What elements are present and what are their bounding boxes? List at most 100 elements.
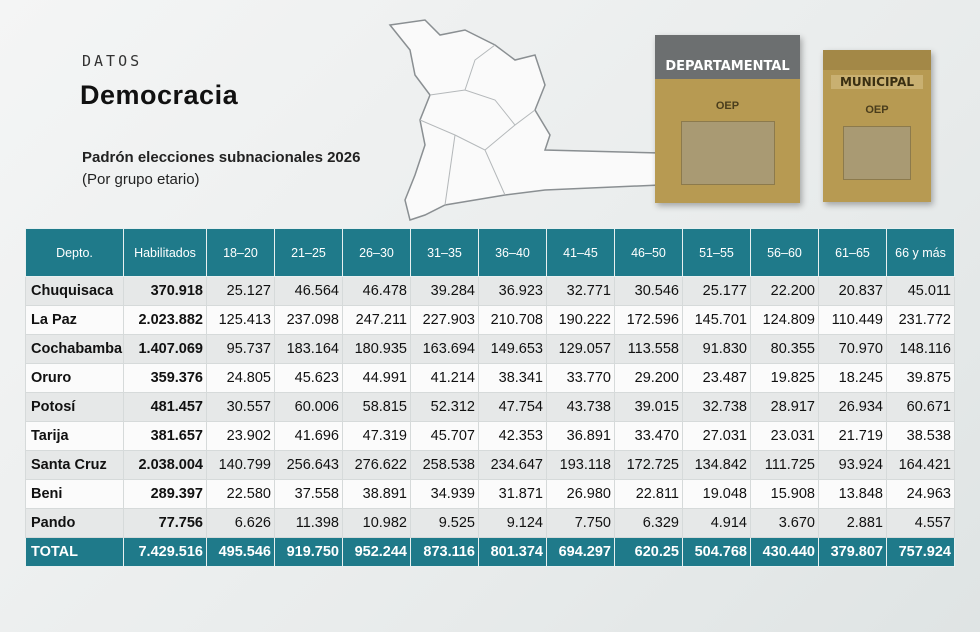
department: Oruro: [25, 363, 124, 393]
cell: 110.449: [818, 305, 887, 335]
cell: 2.881: [818, 508, 887, 538]
total-cell: 952.244: [342, 537, 411, 567]
cell: 58.815: [342, 392, 411, 422]
cell: 70.970: [818, 334, 887, 364]
cell: 7.750: [546, 508, 615, 538]
table-row: Beni 289.397 22.580 37.558 38.891 34.939 31.87…: [25, 479, 955, 509]
cell: 6.329: [614, 508, 683, 538]
department: La Paz: [25, 305, 124, 335]
cell: 258.538: [410, 450, 479, 480]
cell: 39.875: [886, 363, 955, 393]
cell: 148.116: [886, 334, 955, 364]
total-cell: 430.440: [750, 537, 819, 567]
table-row: Chuquisaca 370.918 25.127 46.564 46.478 39.28…: [25, 276, 955, 306]
cell: 172.725: [614, 450, 683, 480]
cell: 19.048: [682, 479, 751, 509]
header-cell: 41–45: [546, 228, 615, 277]
header-cell: 66 y más: [886, 228, 955, 277]
header-cell: Habilitados: [123, 228, 207, 277]
cell: 4.914: [682, 508, 751, 538]
cell: 19.825: [750, 363, 819, 393]
cell: 26.980: [546, 479, 615, 509]
header-cell: 56–60: [750, 228, 819, 277]
cell: 113.558: [614, 334, 683, 364]
cell: 93.924: [818, 450, 887, 480]
cell: 22.811: [614, 479, 683, 509]
cell: 30.557: [206, 392, 275, 422]
cell: 20.837: [818, 276, 887, 306]
total-cell: 504.768: [682, 537, 751, 567]
header-cell: 51–55: [682, 228, 751, 277]
cell: 45.623: [274, 363, 343, 393]
table-row: La Paz 2.023.882 125.413 237.098 247.211 227.…: [25, 305, 955, 335]
total-cell: 757.924: [886, 537, 955, 567]
cell: 124.809: [750, 305, 819, 335]
cell: 24.963: [886, 479, 955, 509]
cell: 15.908: [750, 479, 819, 509]
cell: 125.413: [206, 305, 275, 335]
cell: 46.478: [342, 276, 411, 306]
cell: 247.211: [342, 305, 411, 335]
title: Democracia: [80, 80, 239, 110]
table-row: Tarija 381.657 23.902 41.696 47.319 45.707 42.…: [25, 421, 955, 451]
ballot-label: DEPARTAMENTAL: [665, 59, 790, 74]
cell: 47.319: [342, 421, 411, 451]
cell: 80.355: [750, 334, 819, 364]
total-row: TOTAL 7.429.516 495.546 919.750 952.244 873.1…: [25, 537, 955, 567]
cell: 381.657: [123, 421, 207, 451]
cell: 2.023.882: [123, 305, 207, 335]
cell: 210.708: [478, 305, 547, 335]
total-cell: 873.116: [410, 537, 479, 567]
cell: 42.353: [478, 421, 547, 451]
total-cell: 694.297: [546, 537, 615, 567]
cell: 37.558: [274, 479, 343, 509]
cell: 60.006: [274, 392, 343, 422]
table-row: Cochabamba 1.407.069 95.737 183.164 180.935 1…: [25, 334, 955, 364]
department: Pando: [25, 508, 124, 538]
department: Cochabamba: [25, 334, 124, 364]
cell: 9.124: [478, 508, 547, 538]
cell: 60.671: [886, 392, 955, 422]
cell: 21.719: [818, 421, 887, 451]
cell: 370.918: [123, 276, 207, 306]
table-row: Oruro 359.376 24.805 45.623 44.991 41.214 38.3…: [25, 363, 955, 393]
cell: 234.647: [478, 450, 547, 480]
cell: 23.031: [750, 421, 819, 451]
cell: 172.596: [614, 305, 683, 335]
table-row: Potosí 481.457 30.557 60.006 58.815 52.312 47.…: [25, 392, 955, 422]
cell: 18.245: [818, 363, 887, 393]
cell: 111.725: [750, 450, 819, 480]
ballot-label: MUNICIPAL: [831, 75, 923, 89]
ballot-logo: OEP: [715, 100, 740, 112]
data-table: Depto. Habilitados 18–20 21–25 26–30 31–35 36–…: [25, 228, 955, 567]
department: Beni: [25, 479, 124, 509]
cell: 38.538: [886, 421, 955, 451]
department: Potosí: [25, 392, 124, 422]
cell: 45.011: [886, 276, 955, 306]
cell: 183.164: [274, 334, 343, 364]
cell: 289.397: [123, 479, 207, 509]
header-cell: 18–20: [206, 228, 275, 277]
kicker: DATOS: [82, 52, 143, 70]
cell: 23.487: [682, 363, 751, 393]
ballot-logo: OEP: [865, 104, 889, 116]
cell: 237.098: [274, 305, 343, 335]
header-row: Depto. Habilitados 18–20 21–25 26–30 31–35 36–…: [25, 228, 955, 277]
header-cell: 31–35: [410, 228, 479, 277]
cell: 30.546: [614, 276, 683, 306]
cell: 38.341: [478, 363, 547, 393]
department: Chuquisaca: [25, 276, 124, 306]
cell: 43.738: [546, 392, 615, 422]
total-cell: 919.750: [274, 537, 343, 567]
cell: 6.626: [206, 508, 275, 538]
ballot-box: DEPARTAMENTAL OEP: [655, 35, 800, 203]
department: Tarija: [25, 421, 124, 451]
subtitle: Padrón elecciones subnacionales 2026: [82, 149, 361, 166]
cell: 41.696: [274, 421, 343, 451]
cell: 276.622: [342, 450, 411, 480]
cell: 26.934: [818, 392, 887, 422]
total-cell: 495.546: [206, 537, 275, 567]
cell: 36.891: [546, 421, 615, 451]
cell: 52.312: [410, 392, 479, 422]
